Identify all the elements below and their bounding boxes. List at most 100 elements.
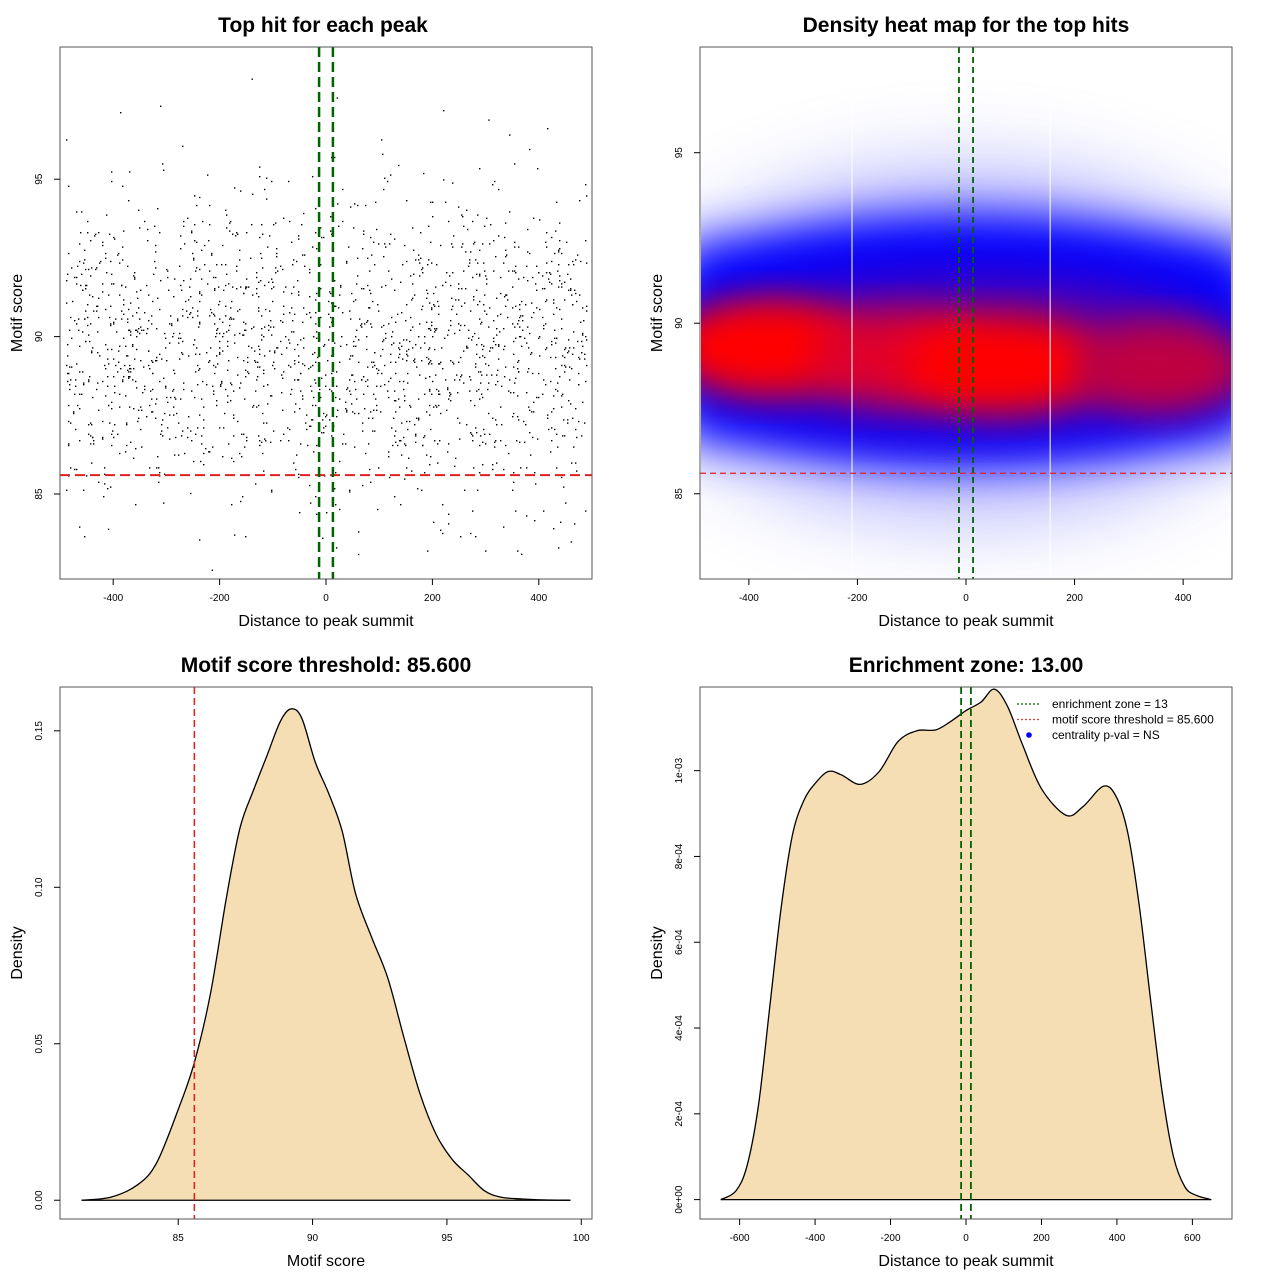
scatter-point [496, 374, 498, 376]
scatter-point [564, 364, 566, 367]
scatter-point [192, 316, 194, 319]
scatter-point [459, 438, 461, 440]
x-tick-label: 600 [1184, 1233, 1201, 1244]
scatter-point [222, 456, 224, 458]
scatter-point [442, 284, 444, 287]
scatter-point [128, 371, 130, 373]
scatter-point [119, 406, 121, 408]
y-tick-label: 8e-04 [674, 843, 685, 869]
scatter-point [302, 398, 304, 400]
scatter-point [356, 398, 358, 400]
scatter-point [127, 355, 129, 357]
scatter-point [225, 264, 227, 266]
scatter-point [69, 366, 71, 368]
scatter-point [113, 358, 115, 360]
scatter-point [510, 392, 512, 394]
scatter-point [211, 254, 213, 256]
scatter-point [191, 230, 193, 232]
scatter-point [225, 388, 227, 391]
scatter-point [430, 241, 432, 243]
scatter-point [111, 433, 113, 435]
scatter-point [448, 329, 450, 331]
scatter-point [496, 424, 498, 426]
scatter-point [191, 390, 193, 392]
scatter-point [469, 376, 471, 378]
scatter-point [454, 379, 456, 381]
scatter-point [191, 440, 193, 442]
scatter-point [513, 353, 515, 355]
scatter-point [428, 259, 430, 261]
scatter-point [140, 406, 142, 408]
scatter-point [469, 259, 471, 261]
scatter-point [182, 353, 184, 355]
scatter-point [283, 217, 285, 219]
scatter-point [199, 291, 201, 293]
scatter-point [503, 348, 505, 351]
scatter-point [578, 384, 580, 386]
scatter-point [570, 289, 572, 291]
scatter-point [76, 211, 78, 213]
scatter-point [117, 371, 119, 373]
scatter-point [567, 419, 569, 421]
scatter-point [394, 435, 396, 437]
scatter-point [83, 262, 85, 264]
scatter-point [298, 238, 300, 240]
scatter-point [459, 329, 461, 331]
scatter-point [530, 454, 532, 456]
scatter-point [370, 481, 372, 483]
scatter-point [204, 264, 206, 266]
scatter-point [493, 337, 495, 339]
scatter-point [66, 139, 68, 141]
scatter-point [457, 392, 459, 394]
scatter-point [239, 259, 241, 261]
scatter-point [442, 368, 444, 370]
scatter-point [472, 276, 474, 279]
plot-frame [59, 686, 593, 1220]
scatter-point [435, 286, 437, 288]
scatter-point [231, 318, 233, 320]
scatter-point [68, 372, 70, 375]
scatter-point [536, 307, 538, 309]
scatter-point [325, 374, 327, 376]
scatter-point [554, 428, 556, 431]
x-tick-label: 90 [307, 1233, 319, 1244]
scatter-point [528, 406, 530, 408]
scatter-point [75, 428, 77, 431]
scatter-point [84, 536, 86, 538]
scatter-point [237, 233, 239, 235]
scatter-point [187, 427, 189, 429]
scatter-point [165, 385, 167, 387]
scatter-point [467, 347, 469, 349]
scatter-point [476, 353, 478, 355]
scatter-point [415, 441, 417, 443]
scatter-point [106, 214, 108, 216]
scatter-point [205, 448, 207, 450]
scatter-point [316, 248, 318, 250]
scatter-point [371, 254, 373, 256]
scatter-point [554, 252, 556, 255]
scatter-point [89, 294, 91, 296]
scatter-point [105, 368, 107, 370]
scatter-point [578, 356, 580, 359]
y-tick-label: 0.00 [34, 1190, 45, 1210]
scatter-point [434, 440, 436, 442]
scatter-point [426, 289, 428, 291]
scatter-point [88, 268, 90, 271]
scatter-point [176, 412, 178, 415]
scatter-point [289, 428, 291, 431]
scatter-point [107, 488, 109, 490]
scatter-point [391, 427, 393, 429]
scatter-point [141, 329, 143, 331]
scatter-point [130, 368, 132, 370]
scatter-point [282, 321, 284, 323]
scatter-point [280, 340, 282, 343]
scatter-point [340, 284, 342, 287]
scatter-point [194, 339, 196, 341]
scatter-point [490, 347, 492, 349]
scatter-point [495, 419, 497, 421]
panel-title: Top hit for each peak [218, 14, 428, 37]
scatter-point [183, 220, 185, 223]
scatter-point [227, 340, 229, 343]
scatter-point [160, 105, 162, 107]
scatter-point [475, 363, 477, 365]
